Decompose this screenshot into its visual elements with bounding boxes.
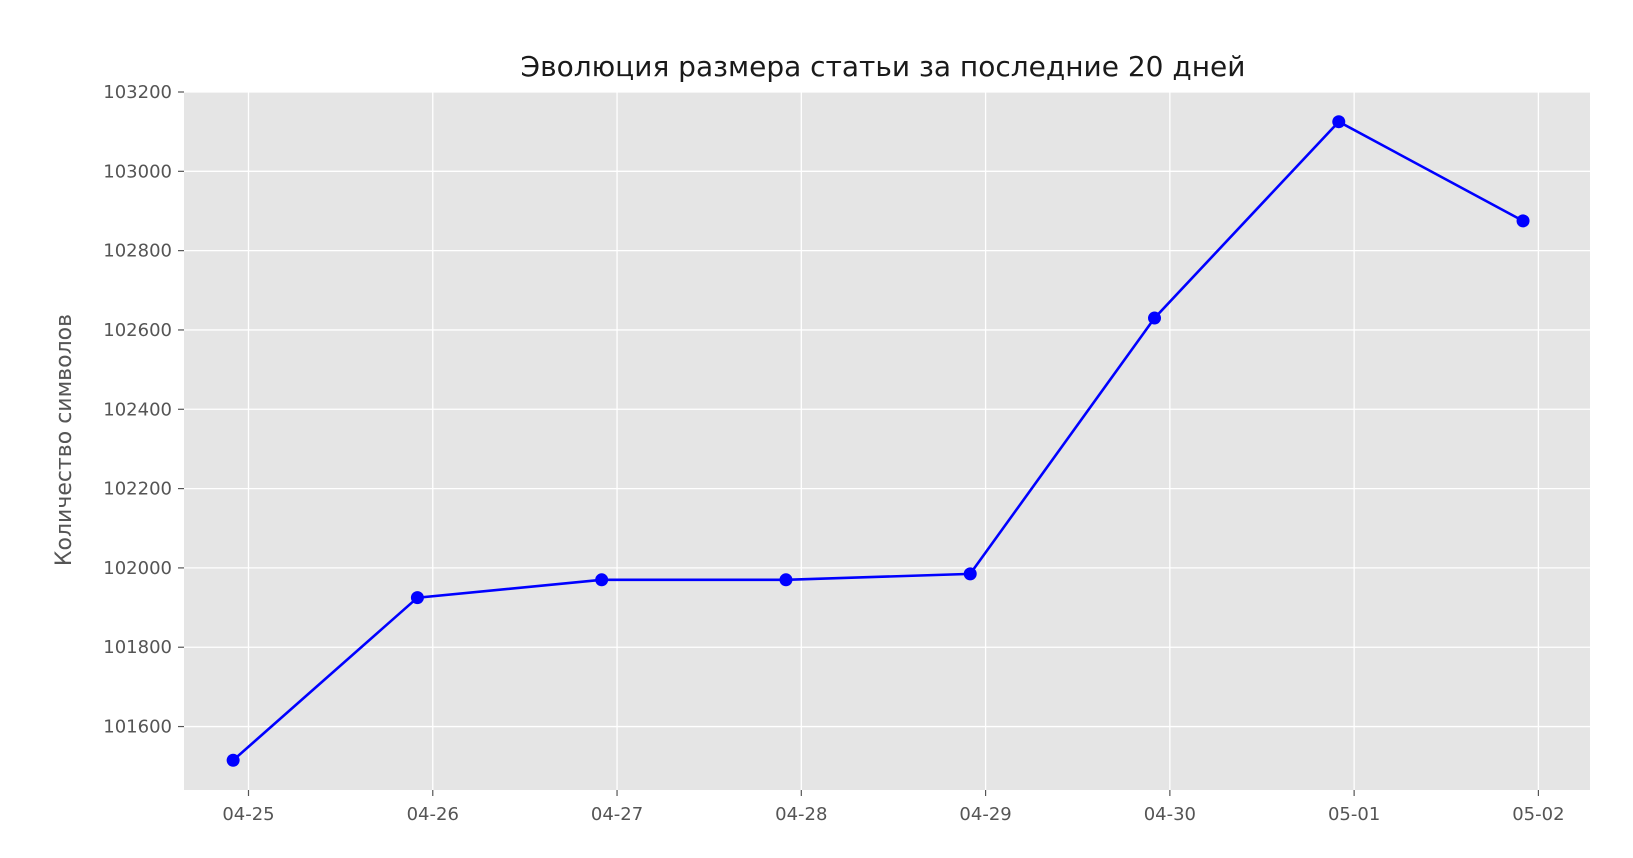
x-tick-label: 05-02 <box>1512 804 1564 825</box>
x-tick-label: 04-26 <box>407 804 459 825</box>
x-tick-label: 04-29 <box>959 804 1011 825</box>
y-axis-label: Количество символов <box>52 314 77 566</box>
y-tick-label: 102000 <box>103 558 172 579</box>
data-point <box>1516 214 1530 228</box>
series-line <box>232 120 1524 762</box>
x-tick-label: 04-30 <box>1144 804 1196 825</box>
plot-area <box>184 92 1590 790</box>
y-tick-label: 102400 <box>103 399 172 420</box>
y-axis: 101600 101800 102000 102200 102400 102600 1028… <box>103 82 184 738</box>
y-tick-label: 102200 <box>103 479 172 500</box>
y-tick-label: 103200 <box>103 82 172 103</box>
x-tick-label: 04-28 <box>775 804 827 825</box>
x-tick-label: 04-25 <box>222 804 274 825</box>
data-point <box>595 573 609 587</box>
y-tick-label: 102600 <box>103 320 172 341</box>
x-axis: 04-25 04-26 04-27 04-28 04-29 04-30 05-01 05-02 <box>222 790 1565 825</box>
y-tick-label: 102800 <box>103 241 172 262</box>
data-point <box>410 591 424 605</box>
data-point <box>963 567 977 581</box>
y-tick-label: 101800 <box>103 637 172 658</box>
y-tick-label: 101600 <box>103 717 172 738</box>
grid-lines <box>184 91 1590 790</box>
chart-title: Эволюция размера статьи за последние 20 … <box>521 50 1246 83</box>
data-point <box>226 753 240 767</box>
series-layer <box>226 115 1530 767</box>
y-tick-label: 103000 <box>103 161 172 182</box>
data-point <box>1332 115 1346 129</box>
x-tick-label: 05-01 <box>1328 804 1380 825</box>
data-point <box>1148 311 1162 325</box>
x-tick-label: 04-27 <box>591 804 643 825</box>
data-point <box>779 573 793 587</box>
